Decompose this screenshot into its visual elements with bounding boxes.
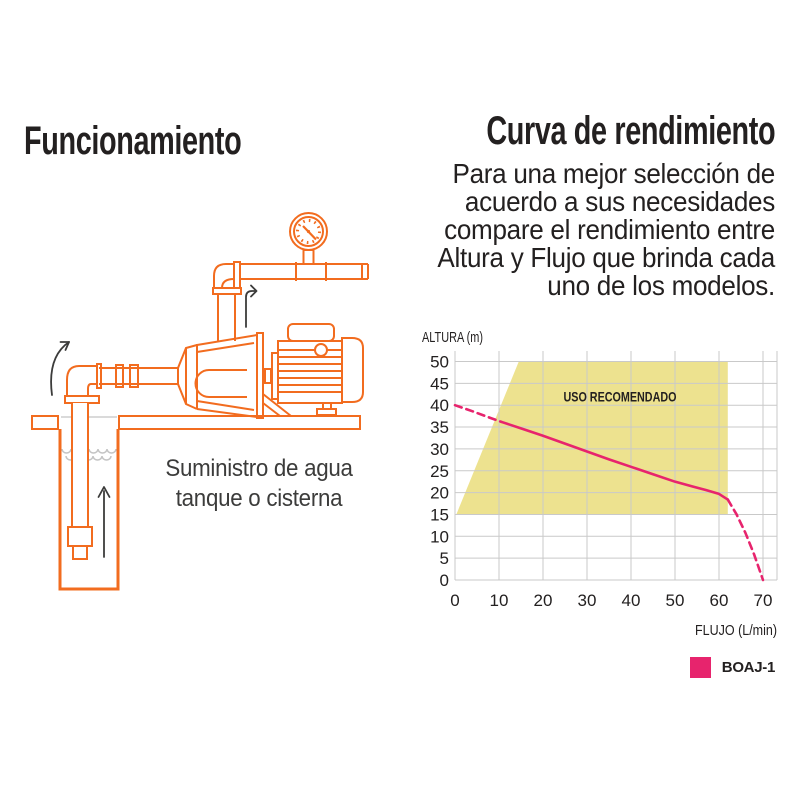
x-tick-label: 30 <box>578 591 597 610</box>
motor-icon <box>277 323 364 416</box>
y-tick-label: 20 <box>430 484 449 503</box>
legend-label: BOAJ-1 <box>721 659 776 676</box>
chart-title: Curva de rendimiento <box>486 109 775 153</box>
caption-line-2: tanque o cisterna <box>175 485 343 512</box>
pump-installation-illustration <box>31 212 369 591</box>
x-tick-label: 0 <box>450 591 459 610</box>
performance-curve-segment <box>453 403 503 424</box>
description-line: acuerdo a sus necesidades <box>464 186 775 217</box>
illustration-caption: Suministro de agua tanque o cisterna <box>147 454 370 514</box>
y-tick-label: 35 <box>430 418 449 437</box>
description-line: uno de los modelos. <box>547 270 775 301</box>
pump-bracket <box>262 393 292 417</box>
legend-swatch <box>689 657 711 678</box>
well-cistern-icon <box>58 429 120 591</box>
performance-curve-segment <box>726 498 765 582</box>
x-tick-label: 10 <box>490 591 509 610</box>
y-axis-title: ALTURA (m) <box>422 329 483 346</box>
left-section-title: Funcionamiento <box>24 119 242 163</box>
pressure-gauge-icon <box>289 212 328 265</box>
description-line: Para una mejor selección de <box>452 158 775 189</box>
x-tick-label: 20 <box>534 591 553 610</box>
y-tick-label: 0 <box>440 571 449 590</box>
performance-chart-svg: USO RECOMENDADO 0 5 10 15 20 25 30 35 40 45 50 0 10 20… <box>422 329 778 639</box>
x-tick-label: 60 <box>710 591 729 610</box>
pump-motor-coupling <box>264 352 279 400</box>
x-tick-label: 50 <box>666 591 685 610</box>
suction-pipe <box>71 403 89 527</box>
discharge-pipe <box>217 294 236 341</box>
chart-legend: BOAJ-1 <box>689 657 776 678</box>
y-tick-label: 30 <box>430 440 449 459</box>
flow-arrow-discharge-icon <box>245 284 258 328</box>
y-tick-label: 10 <box>430 527 449 546</box>
y-tick-label: 40 <box>430 396 449 415</box>
description-line: Altura y Flujo que brinda cada <box>437 242 775 273</box>
flow-arrow-inlet-icon <box>50 341 70 396</box>
x-tick-label: 40 <box>622 591 641 610</box>
recommended-zone-label: USO RECOMENDADO <box>564 388 677 404</box>
y-tick-label: 15 <box>430 505 449 524</box>
discharge-elbow <box>212 261 242 295</box>
inlet-pipe <box>96 363 178 389</box>
description-line: compare el rendimiento entre <box>444 214 775 245</box>
flow-arrow-well-icon <box>97 486 111 558</box>
platform <box>31 415 361 430</box>
x-tick-label: 70 <box>754 591 773 610</box>
foot-valve-icon <box>67 526 93 560</box>
y-tick-label: 45 <box>430 374 449 393</box>
jet-pump-icon <box>177 332 264 419</box>
y-tick-label: 25 <box>430 462 449 481</box>
performance-curve-segment <box>499 420 730 501</box>
y-tick-label: 50 <box>430 353 449 372</box>
x-axis-title: FLUJO (L/min) <box>695 622 777 639</box>
y-tick-label: 5 <box>440 549 449 568</box>
suction-elbow <box>64 365 100 404</box>
recommended-zone <box>456 361 728 515</box>
chart-description: Para una mejor selección de acuerdo a su… <box>437 160 775 300</box>
caption-line-1: Suministro de agua <box>165 455 353 482</box>
